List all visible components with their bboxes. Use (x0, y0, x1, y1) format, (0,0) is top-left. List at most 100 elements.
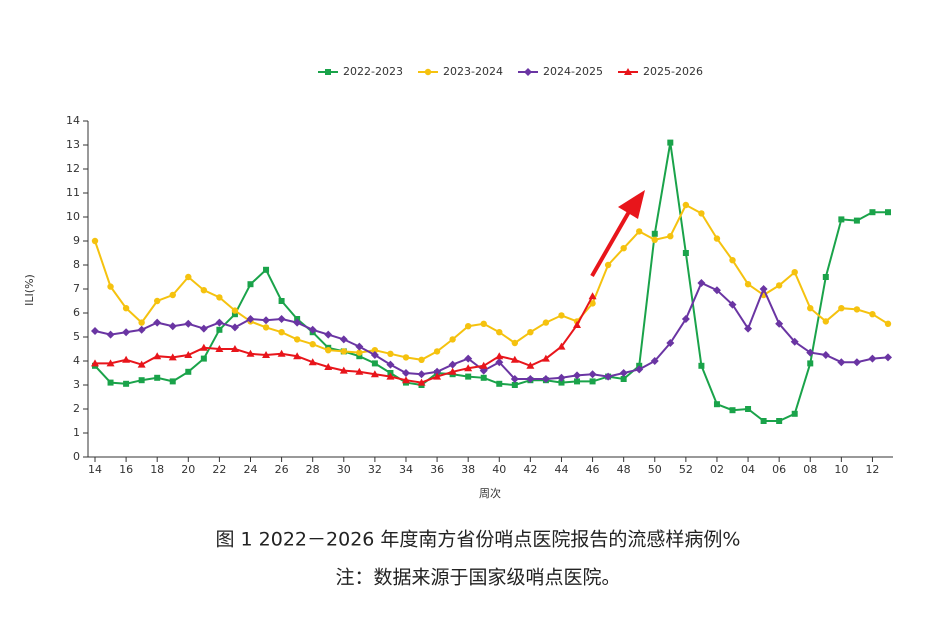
data-point (263, 266, 270, 273)
data-point (418, 356, 425, 363)
data-point (480, 374, 487, 381)
data-point (246, 349, 255, 357)
data-point (589, 378, 596, 385)
data-point (371, 360, 378, 367)
y-axis-label: ILI(%) (23, 274, 36, 306)
data-point (557, 342, 566, 350)
data-point (230, 345, 239, 352)
data-point (480, 320, 487, 327)
legend-marker (624, 68, 632, 75)
data-point (869, 209, 876, 216)
y-tick-label: 0 (73, 450, 80, 463)
legend-label: 2025-2026 (643, 65, 703, 78)
data-point (324, 363, 333, 370)
data-point (417, 378, 426, 386)
data-point (682, 201, 690, 209)
x-tick-label: 40 (492, 463, 506, 476)
data-point (308, 325, 317, 334)
series-line (94, 142, 888, 422)
data-point (558, 379, 565, 386)
data-point (496, 380, 503, 387)
data-point (807, 305, 814, 312)
data-point (262, 316, 271, 325)
data-point (401, 369, 410, 377)
data-point (154, 374, 161, 381)
data-point (122, 328, 131, 337)
data-point (123, 380, 130, 387)
data-point (370, 370, 379, 378)
data-point (325, 347, 332, 354)
data-point (588, 370, 597, 379)
data-point (107, 379, 114, 386)
annotation-arrow (590, 190, 645, 277)
data-point (589, 300, 596, 307)
data-point (557, 373, 566, 382)
data-point (106, 330, 115, 339)
data-point (246, 315, 255, 323)
note: 注：数据来源于国家级哨点医院。 (335, 567, 620, 589)
data-point (402, 354, 410, 361)
data-point (184, 319, 193, 328)
data-point (216, 326, 223, 333)
y-tick-label: 1 (73, 426, 80, 439)
x-tick-label: 04 (741, 463, 755, 476)
x-tick-label: 44 (554, 463, 568, 476)
data-point (682, 250, 689, 256)
data-point (697, 279, 706, 287)
data-point (355, 367, 364, 375)
x-tick-label: 20 (181, 463, 195, 476)
data-point (511, 382, 518, 388)
data-point (137, 325, 146, 334)
data-point (651, 236, 658, 243)
data-point (604, 261, 612, 269)
data-point (215, 345, 224, 352)
data-point (122, 305, 130, 312)
data-point (588, 292, 597, 300)
x-tick-label: 26 (275, 463, 289, 476)
x-tick-label: 02 (710, 463, 724, 476)
data-point (168, 322, 177, 331)
data-point (573, 321, 582, 328)
data-point (433, 372, 442, 380)
x-tick-label: 18 (150, 463, 164, 476)
data-point (216, 294, 223, 301)
data-point (526, 361, 535, 369)
data-point (681, 315, 690, 323)
data-point (479, 361, 488, 369)
legend-label: 2024-2025 (543, 65, 603, 78)
x-tick-label: 22 (212, 463, 226, 476)
legend-marker (524, 68, 532, 76)
data-point (137, 360, 146, 368)
data-point (448, 367, 457, 375)
data-point (433, 348, 441, 355)
x-tick-label: 34 (399, 463, 413, 476)
data-point (636, 228, 643, 235)
legend-marker (424, 68, 432, 76)
data-point (853, 217, 860, 224)
data-point (542, 319, 550, 326)
data-point (869, 311, 876, 318)
data-point (324, 330, 333, 339)
data-point (729, 407, 736, 414)
data-point (496, 329, 503, 336)
x-tick-label: 10 (834, 463, 848, 476)
x-tick-label: 08 (803, 463, 817, 476)
data-point (371, 347, 379, 354)
data-point (199, 343, 208, 351)
data-point (760, 418, 767, 424)
data-point (791, 269, 798, 276)
data-point (510, 375, 519, 383)
data-point (775, 319, 784, 328)
data-point (698, 362, 705, 369)
data-point (138, 319, 145, 326)
x-tick-label: 06 (772, 463, 786, 476)
data-point (277, 349, 286, 357)
x-axis-label: 周次 (479, 486, 501, 500)
data-point (231, 307, 239, 314)
data-point (541, 354, 550, 362)
data-point (465, 373, 472, 380)
data-point (791, 410, 798, 417)
x-tick-label: 28 (306, 463, 320, 476)
data-point (464, 323, 472, 330)
data-point (620, 376, 627, 382)
